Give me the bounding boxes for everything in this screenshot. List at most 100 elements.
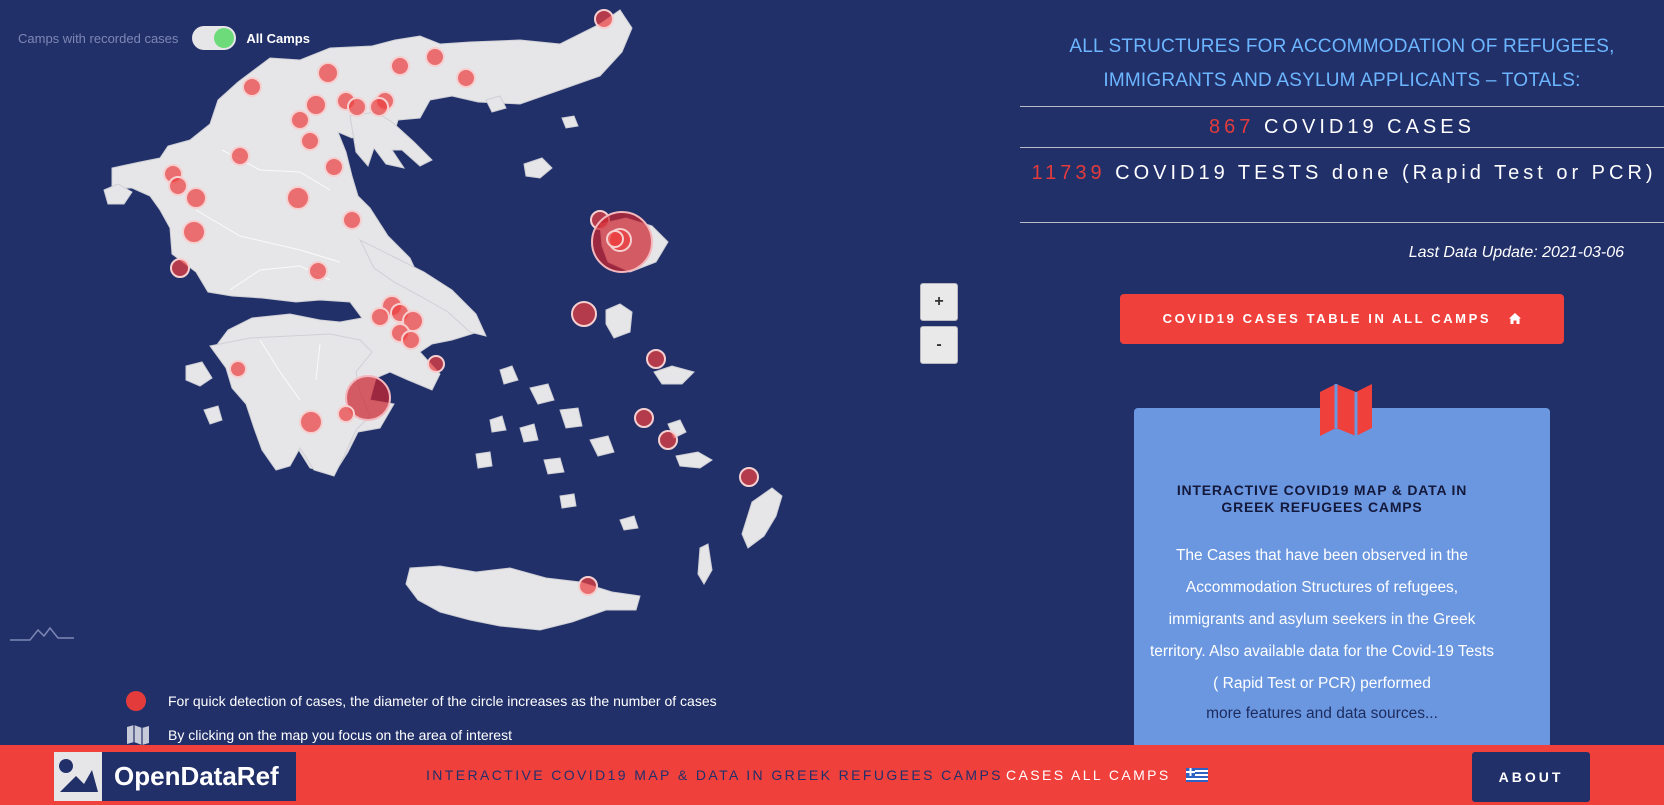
kefalonia-island[interactable] xyxy=(185,361,213,387)
camp-case-marker[interactable] xyxy=(634,408,654,428)
camp-case-marker[interactable] xyxy=(337,405,355,423)
total-cases-number: 867 xyxy=(1209,116,1255,138)
info-card-title-line-2: GREEK REFUGEES CAMPS xyxy=(1221,499,1423,515)
last-data-update: Last Data Update: 2021-03-06 xyxy=(1408,244,1624,261)
camp-case-marker[interactable] xyxy=(229,360,247,378)
cases-table-button[interactable]: COVID19 CASES TABLE IN ALL CAMPS xyxy=(1120,294,1564,344)
camp-case-marker[interactable] xyxy=(286,186,310,210)
camps-filter-toggle-row: Camps with recorded cases All Camps xyxy=(18,26,310,50)
camp-case-marker[interactable] xyxy=(646,349,666,369)
footer-navbar: OpenDataRef INTERACTIVE COVID19 MAP & DA… xyxy=(0,745,1664,805)
total-tests-line: 11739 COVID19 TESTS done (Rapid Test or … xyxy=(1024,160,1664,186)
camp-case-marker[interactable] xyxy=(345,375,391,421)
crete-island[interactable] xyxy=(405,565,641,631)
info-card xyxy=(1134,408,1550,748)
camp-case-marker[interactable] xyxy=(370,307,390,327)
kos-island[interactable] xyxy=(675,451,713,469)
zoom-out-button[interactable]: - xyxy=(920,326,958,364)
legend-click-text: By clicking on the map you focus on the … xyxy=(168,727,512,743)
greek-flag-icon[interactable] xyxy=(1186,768,1208,782)
totals-title: ALL STRUCTURES FOR ACCOMMODATION OF REFU… xyxy=(1020,30,1664,98)
camp-case-marker[interactable] xyxy=(185,187,207,209)
home-icon xyxy=(1509,313,1522,324)
thasos-island[interactable] xyxy=(485,95,507,113)
zakynthos-island[interactable] xyxy=(203,405,223,425)
camp-case-marker[interactable] xyxy=(369,97,389,117)
totals-title-line-2: IMMIGRANTS AND ASYLUM APPLICANTS – TOTAL… xyxy=(1103,70,1581,91)
greece-map[interactable] xyxy=(0,0,1010,745)
cases-table-button-label: COVID19 CASES TABLE IN ALL CAMPS xyxy=(1162,311,1492,326)
info-card-title-line-1: INTERACTIVE COVID19 MAP & DATA IN xyxy=(1176,482,1468,498)
evia-island[interactable] xyxy=(358,238,487,337)
case-markers[interactable] xyxy=(163,9,759,596)
cyclades-islands[interactable] xyxy=(475,365,639,531)
corfu-island[interactable] xyxy=(103,183,133,205)
zoom-in-button[interactable]: + xyxy=(920,283,958,321)
rhodes-island[interactable] xyxy=(741,487,783,549)
camp-case-marker[interactable] xyxy=(168,176,188,196)
camp-case-marker[interactable] xyxy=(401,330,421,350)
toggle-label-all-camps: All Camps xyxy=(246,30,310,46)
camp-case-marker[interactable] xyxy=(594,9,614,29)
camp-case-marker[interactable] xyxy=(571,301,597,327)
logo-percent-icon xyxy=(54,752,102,801)
camp-case-marker[interactable] xyxy=(425,47,445,67)
camp-case-marker[interactable] xyxy=(242,77,262,97)
divider xyxy=(1020,106,1664,107)
camp-case-marker[interactable] xyxy=(324,157,344,177)
divider xyxy=(1020,147,1664,148)
more-features-link[interactable]: more features and data sources... xyxy=(1206,705,1438,722)
camp-case-marker[interactable] xyxy=(182,220,206,244)
karpathos-island[interactable] xyxy=(697,543,713,585)
camp-case-marker[interactable] xyxy=(390,56,410,76)
map-icon xyxy=(1320,384,1372,436)
peloponnese[interactable] xyxy=(209,333,373,477)
red-circle-icon xyxy=(126,691,146,711)
info-card-description: The Cases that have been observed in the… xyxy=(1149,547,1495,692)
camp-case-marker[interactable] xyxy=(305,94,327,116)
info-card-title: INTERACTIVE COVID19 MAP & DATA IN GREEK … xyxy=(1070,482,1574,516)
total-cases-label: COVID19 CASES xyxy=(1263,116,1475,138)
samos-island[interactable] xyxy=(653,365,695,385)
totals-title-line-1: ALL STRUCTURES FOR ACCOMMODATION OF REFU… xyxy=(1069,36,1615,57)
camp-case-marker[interactable] xyxy=(739,467,759,487)
camp-case-marker[interactable] xyxy=(170,258,190,278)
toggle-label-recorded-cases: Camps with recorded cases xyxy=(18,30,179,46)
camp-case-marker[interactable] xyxy=(299,410,323,434)
chios-island[interactable] xyxy=(605,303,633,339)
camp-case-marker[interactable] xyxy=(427,355,445,373)
total-tests-label: COVID19 TESTS done (Rapid Test or PCR) xyxy=(1115,162,1657,184)
camp-case-marker[interactable] xyxy=(300,131,320,151)
samothraki-island[interactable] xyxy=(561,115,579,129)
chalkidiki[interactable] xyxy=(349,111,433,169)
legend-circle-size: For quick detection of cases, the diamet… xyxy=(126,691,717,711)
nav-interactive-map-link[interactable]: INTERACTIVE COVID19 MAP & DATA IN GREEK … xyxy=(426,767,1003,783)
folded-map-icon xyxy=(127,725,149,745)
total-cases-line: 867 COVID19 CASES xyxy=(1020,116,1664,139)
camp-case-marker[interactable] xyxy=(456,68,476,88)
legend-click-focus: By clicking on the map you focus on the … xyxy=(126,724,512,746)
camp-case-marker[interactable] xyxy=(578,576,598,596)
about-button[interactable]: ABOUT xyxy=(1472,752,1590,802)
map-attribution-mark-icon xyxy=(10,626,74,641)
nav-cases-all-camps-link[interactable]: CASES ALL CAMPS xyxy=(1006,767,1171,783)
camp-case-marker[interactable] xyxy=(606,230,624,248)
region-borders xyxy=(195,149,341,401)
logo-text: OpenDataRef xyxy=(114,761,279,791)
camp-case-marker[interactable] xyxy=(317,62,339,84)
camp-case-marker[interactable] xyxy=(347,97,367,117)
totals-panel: ALL STRUCTURES FOR ACCOMMODATION OF REFU… xyxy=(1020,0,1664,748)
camp-case-marker[interactable] xyxy=(658,430,678,450)
lemnos-island[interactable] xyxy=(523,157,553,179)
camps-filter-toggle[interactable] xyxy=(192,26,237,50)
total-tests-number: 11739 xyxy=(1031,162,1106,184)
camp-case-marker[interactable] xyxy=(230,146,250,166)
divider xyxy=(1020,222,1664,223)
toggle-knob xyxy=(214,28,235,48)
opendataref-logo[interactable]: OpenDataRef xyxy=(54,752,296,801)
map-area[interactable]: Camps with recorded cases All Camps + - … xyxy=(0,0,1010,745)
camp-case-marker[interactable] xyxy=(308,261,328,281)
camp-case-marker[interactable] xyxy=(342,210,362,230)
camp-case-marker[interactable] xyxy=(290,110,310,130)
